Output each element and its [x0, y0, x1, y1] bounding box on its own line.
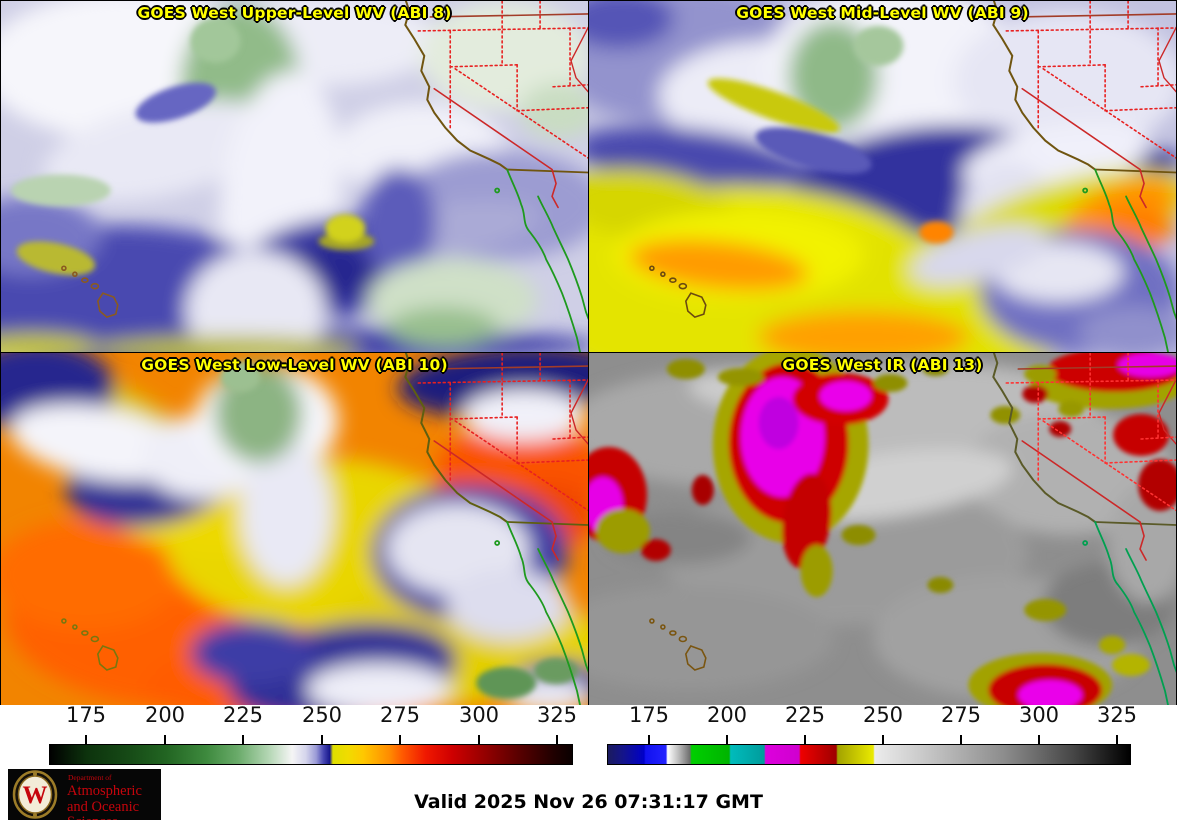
baja-coastline [494, 521, 588, 705]
hawaii-islands [61, 265, 119, 318]
hawaii-islands [61, 618, 119, 671]
satellite-image-abi9 [589, 1, 1176, 352]
map-overlay [61, 1, 588, 352]
map-overlay [649, 353, 1176, 705]
panel-ir: GOES West IR (ABI 13) [588, 352, 1177, 706]
state-borders [417, 1, 588, 159]
cloud-field [589, 363, 1176, 700]
panel-title-abi8: GOES West Upper-Level WV (ABI 8) [137, 4, 452, 22]
ir-tick-label: 250 [862, 703, 904, 727]
ir-tick-mark [648, 735, 650, 744]
cloud-field [1, 353, 588, 705]
wv-colorbar [49, 744, 573, 765]
ir-tick-mark [1038, 735, 1040, 744]
wv-tick-mark [399, 735, 401, 744]
coastline [404, 1, 509, 171]
wv-colorbar-labels: 175 200 225 250 275 300 325 175 200 225 … [0, 703, 1177, 730]
hawaii-islands [649, 265, 707, 318]
uw-crest-icon: W [12, 770, 58, 819]
panel-title-abi13: GOES West IR (ABI 13) [782, 356, 983, 374]
aos-logo: W Department of Atmospheric and Oceanic … [8, 769, 161, 820]
wv-tick-mark [164, 735, 166, 744]
cloud-field [589, 1, 1176, 352]
wv-tick-label: 275 [379, 703, 421, 727]
wv-tick-label: 225 [222, 703, 264, 727]
ir-tick-mark [726, 735, 728, 744]
ir-tick-label: 200 [706, 703, 748, 727]
coastline [992, 1, 1097, 171]
panel-mid-level-wv: GOES West Mid-Level WV (ABI 9) [588, 0, 1177, 353]
wv-tick-label: 250 [301, 703, 343, 727]
panel-title-abi10: GOES West Low-Level WV (ABI 10) [141, 356, 448, 374]
coastline [992, 353, 1097, 523]
ir-tick-mark [804, 735, 806, 744]
coastline [404, 353, 509, 523]
ir-tick-mark [882, 735, 884, 744]
wv-tick-mark [478, 735, 480, 744]
cloud-detail [220, 362, 579, 699]
ir-colorbar [607, 744, 1131, 765]
baja-coastline [494, 168, 588, 352]
panel-upper-level-wv: GOES West Upper-Level WV (ABI 8) [0, 0, 589, 353]
cloud-detail [10, 18, 375, 276]
wv-tick-mark [85, 735, 87, 744]
ir-tick-label: 300 [1018, 703, 1060, 727]
map-overlay [649, 1, 1176, 352]
satellite-image-abi10 [1, 353, 588, 705]
state-borders [1005, 353, 1176, 512]
ir-tick-label: 175 [628, 703, 670, 727]
convective-features [589, 353, 1176, 705]
logo-line-2: and Oceanic Sciences [67, 799, 140, 820]
ir-tick-label: 225 [784, 703, 826, 727]
state-borders [417, 353, 588, 512]
wv-tick-mark [556, 735, 558, 744]
state-borders [1005, 1, 1176, 159]
logo-text: Department of Atmospheric and Oceanic Sc… [67, 774, 161, 820]
wv-tick-label: 300 [458, 703, 500, 727]
satellite-image-abi13 [589, 353, 1176, 705]
ir-tick-label: 325 [1096, 703, 1138, 727]
valid-time-label: Valid 2025 Nov 26 07:31:17 GMT [414, 791, 763, 813]
wv-tick-mark [242, 735, 244, 744]
logo-dept-line: Department of [68, 773, 112, 782]
wv-tick-label: 175 [65, 703, 107, 727]
baja-coastline [1082, 521, 1176, 705]
baja-coastline [1082, 168, 1176, 352]
svg-text:W: W [23, 782, 48, 809]
wv-tick-mark [321, 735, 323, 744]
cloud-detail [707, 25, 954, 244]
hawaii-islands [649, 618, 707, 671]
panel-low-level-wv: GOES West Low-Level WV (ABI 10) [0, 352, 589, 706]
ir-tick-mark [1116, 735, 1118, 744]
wv-tick-label: 325 [536, 703, 578, 727]
panel-title-abi9: GOES West Mid-Level WV (ABI 9) [736, 4, 1029, 22]
satellite-image-abi8 [1, 1, 588, 352]
logo-line-1: Atmospheric [67, 782, 142, 799]
wv-tick-label: 200 [144, 703, 186, 727]
footer-strip: 175 200 225 250 275 300 325 175 200 225 … [0, 703, 1177, 820]
map-overlay [61, 353, 588, 705]
ir-tick-mark [960, 735, 962, 744]
ir-tick-label: 275 [940, 703, 982, 727]
cloud-field [1, 1, 588, 352]
